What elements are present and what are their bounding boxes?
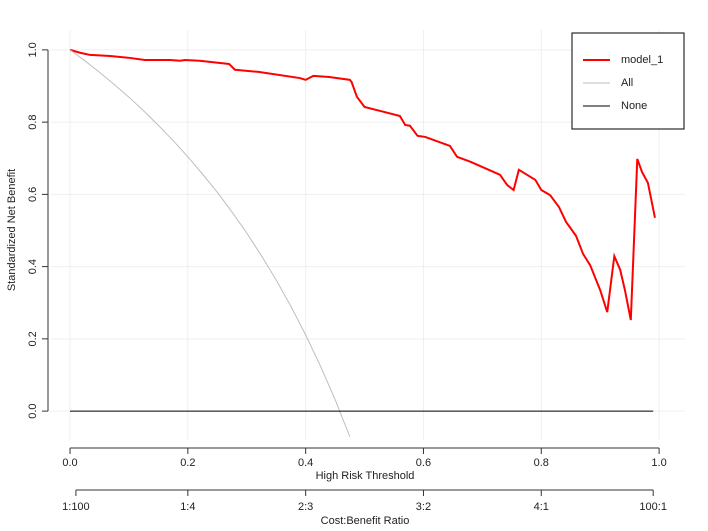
y-tick-label: 0.6 (27, 187, 39, 202)
x2-tick-label: 100:1 (639, 501, 667, 513)
x-tick-label: 1.0 (651, 457, 666, 469)
y-tick-label: 0.4 (27, 259, 39, 274)
x-tick-label: 0.0 (62, 457, 77, 469)
legend-label: model_1 (621, 54, 663, 66)
x2-axis-title: Cost:Benefit Ratio (321, 515, 410, 527)
legend: model_1 All None (571, 32, 685, 130)
y-tick-label: 0.0 (27, 403, 39, 418)
y-tick-label: 0.8 (27, 114, 39, 129)
x2-tick-label: 1:4 (180, 501, 195, 513)
x-tick-label: 0.6 (416, 457, 431, 469)
x-tick-label: 0.4 (298, 457, 313, 469)
x2-tick-label: 2:3 (298, 501, 313, 513)
y-tick-label: 1.0 (27, 42, 39, 57)
x-axis-title: High Risk Threshold (316, 470, 415, 482)
x2-tick-label: 3:2 (416, 501, 431, 513)
y-tick-label: 0.2 (27, 331, 39, 346)
series-line (69, 49, 351, 437)
legend-label: All (621, 77, 633, 89)
x2-tick-label: 4:1 (534, 501, 549, 513)
series-line (69, 48, 656, 321)
y-axis-title: Standardized Net Benefit (6, 169, 18, 291)
x2-tick-label: 1:100 (62, 501, 90, 513)
legend-label: None (621, 100, 647, 112)
legend-box (571, 32, 685, 130)
x-tick-label: 0.2 (180, 457, 195, 469)
plot-lines (69, 48, 656, 437)
x-tick-label: 0.8 (534, 457, 549, 469)
axes: 0.0 0.2 0.4 0.6 0.8 1.0 0.0 0.2 0.4 0.6 0.8 1.0 1:10… (27, 42, 667, 513)
